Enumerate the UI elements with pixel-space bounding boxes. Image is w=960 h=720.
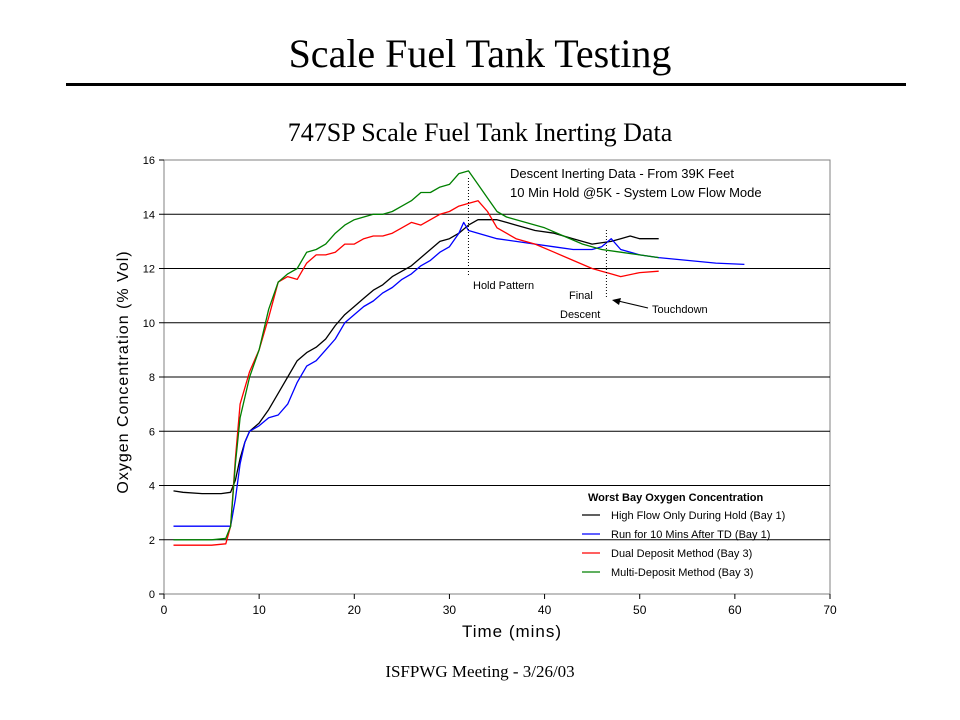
y-tick-label: 2 <box>149 535 155 547</box>
annotation-header-line: 10 Min Hold @5K - System Low Flow Mode <box>510 185 762 200</box>
slide-title: Scale Fuel Tank Testing <box>288 31 672 76</box>
legend-label-3: Dual Deposit Method (Bay 3) <box>611 548 752 560</box>
x-tick-label: 10 <box>252 603 266 617</box>
legend-title: Worst Bay Oxygen Concentration <box>588 492 763 504</box>
hold-pattern-label: Hold Pattern <box>473 280 534 292</box>
y-tick-label: 6 <box>149 426 155 438</box>
series-line-4 <box>173 170 659 541</box>
x-tick-label: 40 <box>538 603 552 617</box>
y-tick-label: 14 <box>143 209 155 221</box>
series-line-3 <box>173 200 659 546</box>
y-tick-label: 4 <box>149 481 155 493</box>
x-axis-label: Time (mins) <box>462 622 562 641</box>
legend-label-1: High Flow Only During Hold (Bay 1) <box>611 510 785 522</box>
final-descent-label: Descent <box>560 309 600 321</box>
series-line-2 <box>173 221 745 527</box>
y-tick-label: 8 <box>149 372 155 384</box>
touchdown-label: Touchdown <box>652 304 708 316</box>
footer-meeting-label: ISFPWG Meeting - 3/26/03 <box>385 662 575 681</box>
y-tick-label: 12 <box>143 264 155 276</box>
y-axis-label: Oxygen Concentration (% Vol) <box>115 250 132 493</box>
annotation-header-line: Descent Inerting Data - From 39K Feet <box>510 166 734 181</box>
x-tick-label: 50 <box>633 603 647 617</box>
y-tick-label: 16 <box>143 155 155 167</box>
chart-title: 747SP Scale Fuel Tank Inerting Data <box>287 118 673 147</box>
x-tick-label: 60 <box>728 603 742 617</box>
y-tick-label: 10 <box>143 318 155 330</box>
y-tick-label: 0 <box>149 589 155 601</box>
touchdown-arrowhead <box>612 298 621 305</box>
final-descent-label: Final <box>569 290 593 302</box>
x-tick-label: 30 <box>443 603 457 617</box>
x-tick-label: 70 <box>823 603 837 617</box>
x-tick-label: 20 <box>348 603 362 617</box>
title-divider <box>66 83 906 86</box>
legend-label-2: Run for 10 Mins After TD (Bay 1) <box>611 529 770 541</box>
legend-label-4: Multi-Deposit Method (Bay 3) <box>611 567 753 579</box>
x-tick-label: 0 <box>161 603 168 617</box>
